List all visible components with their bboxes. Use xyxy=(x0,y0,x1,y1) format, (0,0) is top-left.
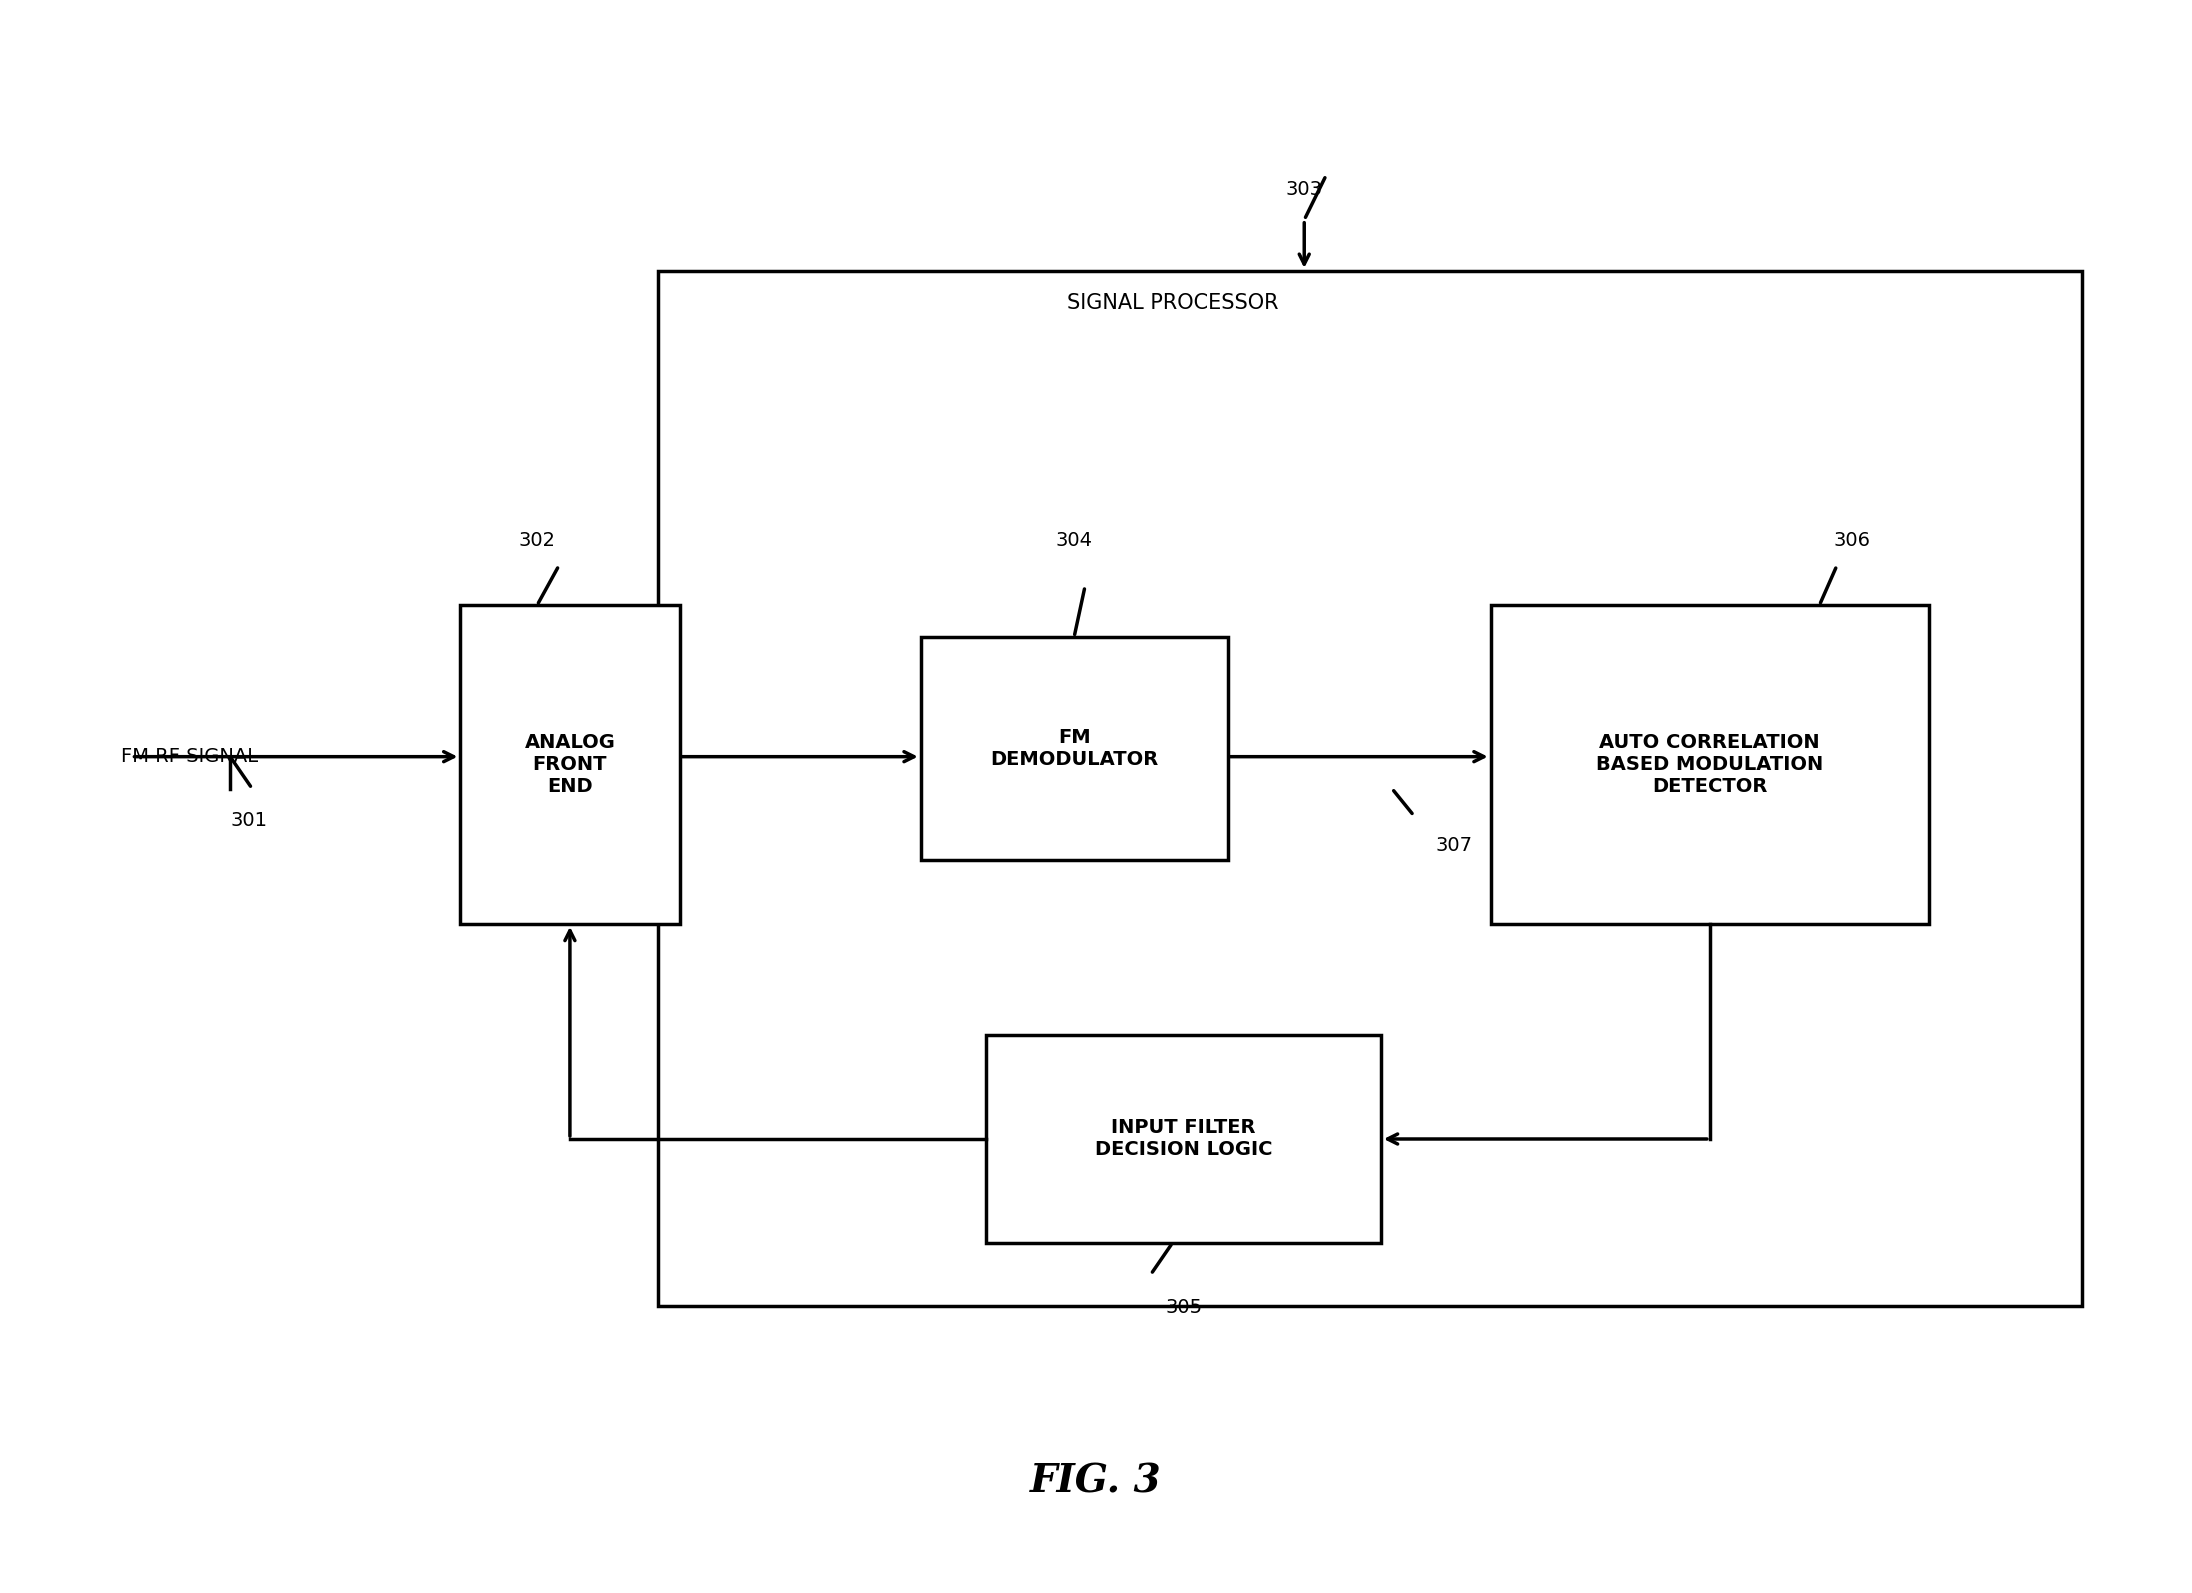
Text: 305: 305 xyxy=(1166,1298,1201,1317)
Bar xyxy=(986,1035,1381,1243)
Bar xyxy=(1491,605,1929,924)
Text: ANALOG
FRONT
END: ANALOG FRONT END xyxy=(524,733,616,796)
Text: 303: 303 xyxy=(1287,180,1322,199)
Text: 301: 301 xyxy=(230,811,267,830)
Bar xyxy=(658,271,2082,1306)
Text: INPUT FILTER
DECISION LOGIC: INPUT FILTER DECISION LOGIC xyxy=(1096,1118,1271,1160)
Text: AUTO CORRELATION
BASED MODULATION
DETECTOR: AUTO CORRELATION BASED MODULATION DETECT… xyxy=(1596,733,1824,796)
Text: SIGNAL PROCESSOR: SIGNAL PROCESSOR xyxy=(1068,293,1278,312)
Bar xyxy=(460,605,680,924)
Text: 302: 302 xyxy=(520,530,555,550)
Text: 306: 306 xyxy=(1835,530,1870,550)
Bar xyxy=(921,637,1228,860)
Text: FM
DEMODULATOR: FM DEMODULATOR xyxy=(991,728,1157,769)
Text: 304: 304 xyxy=(1057,530,1092,550)
Text: FIG. 3: FIG. 3 xyxy=(1030,1462,1162,1501)
Text: FM RF SIGNAL: FM RF SIGNAL xyxy=(121,747,259,766)
Text: 307: 307 xyxy=(1436,836,1473,855)
